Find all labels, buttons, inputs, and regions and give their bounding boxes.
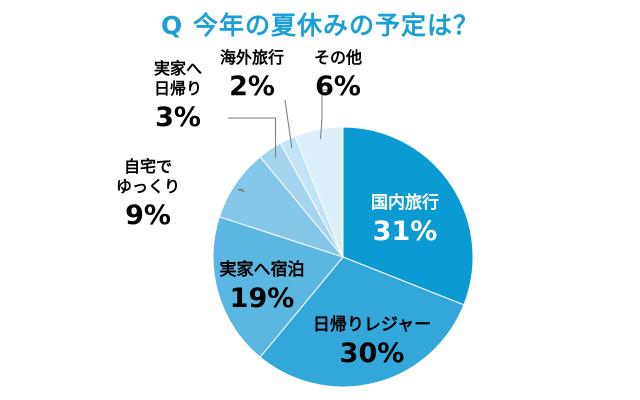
pie-slice-2 xyxy=(259,256,465,388)
slice-label-7: その他 xyxy=(314,48,362,67)
pie-slice-1 xyxy=(342,126,474,306)
slice-label-5-line-2: 日帰り xyxy=(154,79,202,98)
slice-label-1: 国内旅行 xyxy=(371,192,439,213)
slice-value-6: 2% xyxy=(229,71,275,102)
leader-line-5 xyxy=(228,117,277,158)
slice-value-7: 6% xyxy=(315,71,361,102)
slice-label-3: 実家へ宿泊 xyxy=(220,259,305,280)
leader-line-6 xyxy=(284,99,293,149)
slice-value-2: 30% xyxy=(340,338,405,369)
slice-label-4-line-1: 自宅で xyxy=(124,157,172,176)
slice-label-6: 海外旅行 xyxy=(220,48,284,67)
slice-label-2: 日帰りレジャー xyxy=(313,315,431,335)
slice-value-1: 31% xyxy=(373,216,438,247)
leader-line-4 xyxy=(237,189,246,193)
slice-label-5-line-1: 実家へ xyxy=(154,59,202,78)
pie-slice-7 xyxy=(294,126,344,258)
slice-value-3: 19% xyxy=(230,283,295,314)
slice-label-4-line-2: ゆっくり xyxy=(116,177,180,196)
chart-title: Q 今年の夏休みの予定は？ xyxy=(161,11,479,40)
pie-slice-3 xyxy=(212,216,344,358)
slice-value-5: 3% xyxy=(155,102,201,133)
slice-value-4: 9% xyxy=(125,200,171,231)
leader-line-7 xyxy=(320,89,332,140)
